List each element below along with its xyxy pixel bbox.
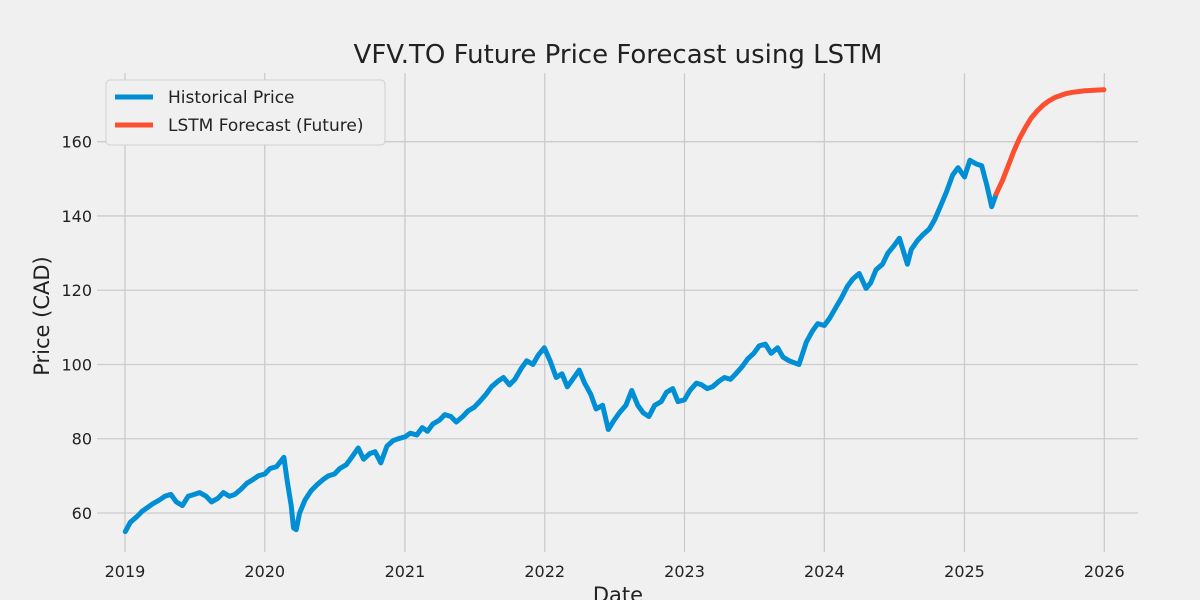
tick-labels: 2019 2020 2021 2022 2023 2024 2025 2026 60 80 100 1…: [61, 133, 1124, 581]
legend-box: [105, 79, 386, 146]
series-lines: [122, 87, 1107, 535]
x-axis-label: Date: [593, 583, 643, 600]
legend-label-historical: Historical Price: [168, 88, 295, 108]
x-tick-2026: 2026: [1084, 562, 1125, 581]
y-tick-120: 120: [61, 281, 92, 300]
legend: Historical Price LSTM Forecast (Future): [105, 79, 386, 146]
x-tick-2019: 2019: [105, 562, 146, 581]
legend-label-forecast: LSTM Forecast (Future): [168, 116, 363, 136]
grid-lines: [97, 73, 1138, 552]
y-tick-140: 140: [61, 207, 92, 226]
x-tick-2020: 2020: [244, 562, 285, 581]
y-tick-100: 100: [61, 355, 92, 374]
y-tick-80: 80: [72, 430, 92, 449]
y-tick-160: 160: [61, 133, 92, 152]
chart-title: VFV.TO Future Price Forecast using LSTM: [354, 40, 883, 70]
historical-price-line: [122, 157, 999, 535]
lstm-forecast-line: [993, 87, 1107, 197]
x-tick-2022: 2022: [524, 562, 565, 581]
x-tick-2024: 2024: [804, 562, 845, 581]
y-axis-label: Price (CAD): [30, 256, 54, 376]
x-tick-2023: 2023: [664, 562, 705, 581]
x-tick-2021: 2021: [385, 562, 426, 581]
y-tick-60: 60: [72, 504, 92, 523]
x-tick-2025: 2025: [944, 562, 985, 581]
